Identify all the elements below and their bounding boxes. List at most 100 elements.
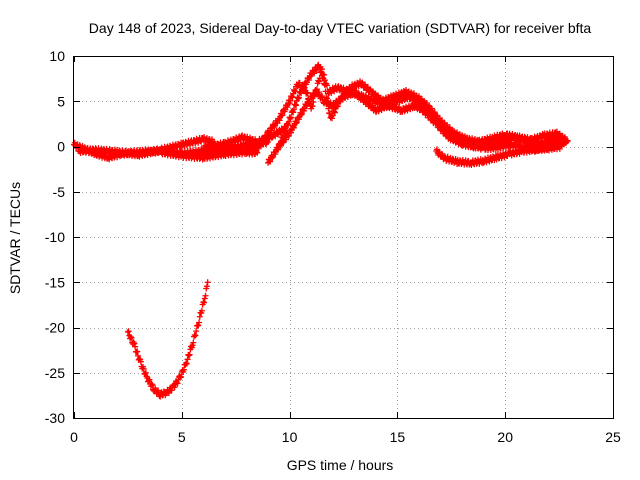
- data-point: [322, 88, 329, 95]
- data-point: [310, 99, 317, 106]
- data-point: [557, 142, 564, 149]
- data-point: [192, 332, 199, 339]
- data-point: [193, 328, 200, 335]
- data-point: [318, 92, 325, 99]
- data-point: [276, 117, 283, 124]
- data-point: [260, 138, 267, 145]
- data-point: [431, 111, 438, 118]
- data-series-arc-2: [75, 134, 218, 160]
- data-point: [269, 154, 276, 161]
- data-point: [124, 329, 131, 336]
- x-tick-labels: 0 5 10 15 20 25: [70, 429, 621, 445]
- data-point: [269, 134, 276, 141]
- data-point: [283, 136, 290, 143]
- data-point: [180, 366, 187, 373]
- data-point: [329, 115, 336, 122]
- data-point: [186, 351, 193, 358]
- data-point: [321, 81, 328, 88]
- y-tick-label: 10: [49, 48, 65, 64]
- data-point: [426, 107, 433, 114]
- data-point: [183, 360, 190, 367]
- x-tick-label: 5: [178, 429, 186, 445]
- x-tick-label: 0: [70, 429, 78, 445]
- data-point: [295, 95, 302, 102]
- data-point: [300, 85, 307, 92]
- data-point: [298, 111, 305, 118]
- data-point: [438, 120, 445, 127]
- data-point: [271, 124, 278, 131]
- data-point: [331, 108, 338, 115]
- data-point: [288, 129, 295, 136]
- data-point: [189, 342, 196, 349]
- y-tick-label: -5: [53, 184, 66, 200]
- data-point: [254, 149, 261, 156]
- data-point: [320, 75, 327, 82]
- data-point: [285, 122, 292, 129]
- data-point: [331, 109, 338, 116]
- data-point: [298, 111, 305, 118]
- data-point: [132, 343, 139, 350]
- data-point: [283, 127, 290, 134]
- x-tick-label: 10: [282, 429, 298, 445]
- data-point: [201, 295, 208, 302]
- data-point: [311, 70, 318, 77]
- data-point: [329, 112, 336, 119]
- data-point: [196, 313, 203, 320]
- data-point: [285, 133, 292, 140]
- data-point: [290, 124, 297, 131]
- data-point: [142, 369, 149, 376]
- data-point: [131, 340, 138, 347]
- data-point: [174, 380, 181, 387]
- data-series-arc-9: [124, 279, 211, 400]
- data-point: [267, 158, 274, 165]
- ticks: [74, 56, 614, 419]
- plot-points: [71, 61, 571, 400]
- x-axis-title: GPS time / hours: [287, 457, 394, 473]
- data-point: [134, 348, 141, 355]
- data-point: [203, 283, 210, 290]
- data-point: [294, 83, 301, 90]
- data-point: [290, 109, 297, 116]
- y-tick-label: -30: [45, 410, 65, 426]
- y-axis-title: SDTVAR / TECUs: [7, 182, 23, 294]
- data-point: [140, 365, 147, 372]
- data-point: [262, 134, 269, 141]
- data-point: [137, 358, 144, 365]
- data-point: [303, 103, 310, 110]
- chart-title: Day 148 of 2023, Sidereal Day-to-day VTE…: [89, 20, 592, 36]
- data-point: [362, 81, 369, 88]
- data-point: [168, 387, 175, 394]
- data-point: [178, 373, 185, 380]
- data-point: [415, 95, 422, 102]
- data-point: [127, 333, 134, 340]
- data-point: [280, 139, 287, 146]
- data-point: [293, 120, 300, 127]
- data-point: [146, 376, 153, 383]
- data-point: [148, 380, 155, 387]
- x-tick-label: 25: [605, 429, 621, 445]
- data-point: [279, 112, 286, 119]
- data-point: [257, 143, 264, 150]
- data-point: [201, 299, 208, 306]
- data-point: [184, 356, 191, 363]
- data-point: [306, 76, 313, 83]
- data-point: [272, 151, 279, 158]
- data-point: [290, 124, 297, 131]
- data-point: [323, 94, 330, 101]
- y-tick-label: -15: [45, 274, 65, 290]
- data-point: [564, 138, 571, 145]
- data-point: [295, 94, 302, 101]
- data-point: [318, 66, 325, 73]
- data-point: [285, 118, 292, 125]
- data-series-arc-8: [433, 141, 565, 168]
- x-tick-label: 15: [390, 429, 406, 445]
- x-tick-label: 20: [497, 429, 513, 445]
- data-point: [287, 97, 294, 104]
- data-point: [316, 78, 323, 85]
- data-point: [290, 106, 297, 113]
- data-point: [190, 339, 197, 346]
- data-point: [284, 104, 291, 111]
- y-tick-label: -25: [45, 365, 65, 381]
- data-point: [275, 146, 282, 153]
